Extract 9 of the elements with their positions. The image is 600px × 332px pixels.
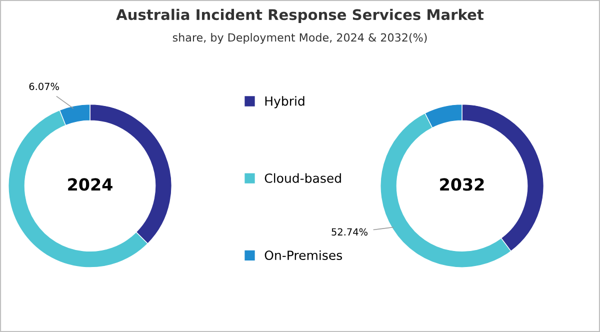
chart-title: Australia Incident Response Services Market	[116, 8, 484, 23]
data-label: 52.74%	[332, 228, 368, 236]
chart-subtitle: share, by Deployment Mode, 2024 & 2032(%)	[172, 33, 427, 44]
text: 2032	[440, 178, 484, 191]
legend-label: Hybrid	[265, 96, 304, 108]
text: 2024	[68, 178, 112, 191]
data-label: 6.07%	[29, 82, 59, 90]
legend-label: Cloud-based	[264, 173, 341, 183]
legend-label: On-Premises	[264, 250, 342, 260]
